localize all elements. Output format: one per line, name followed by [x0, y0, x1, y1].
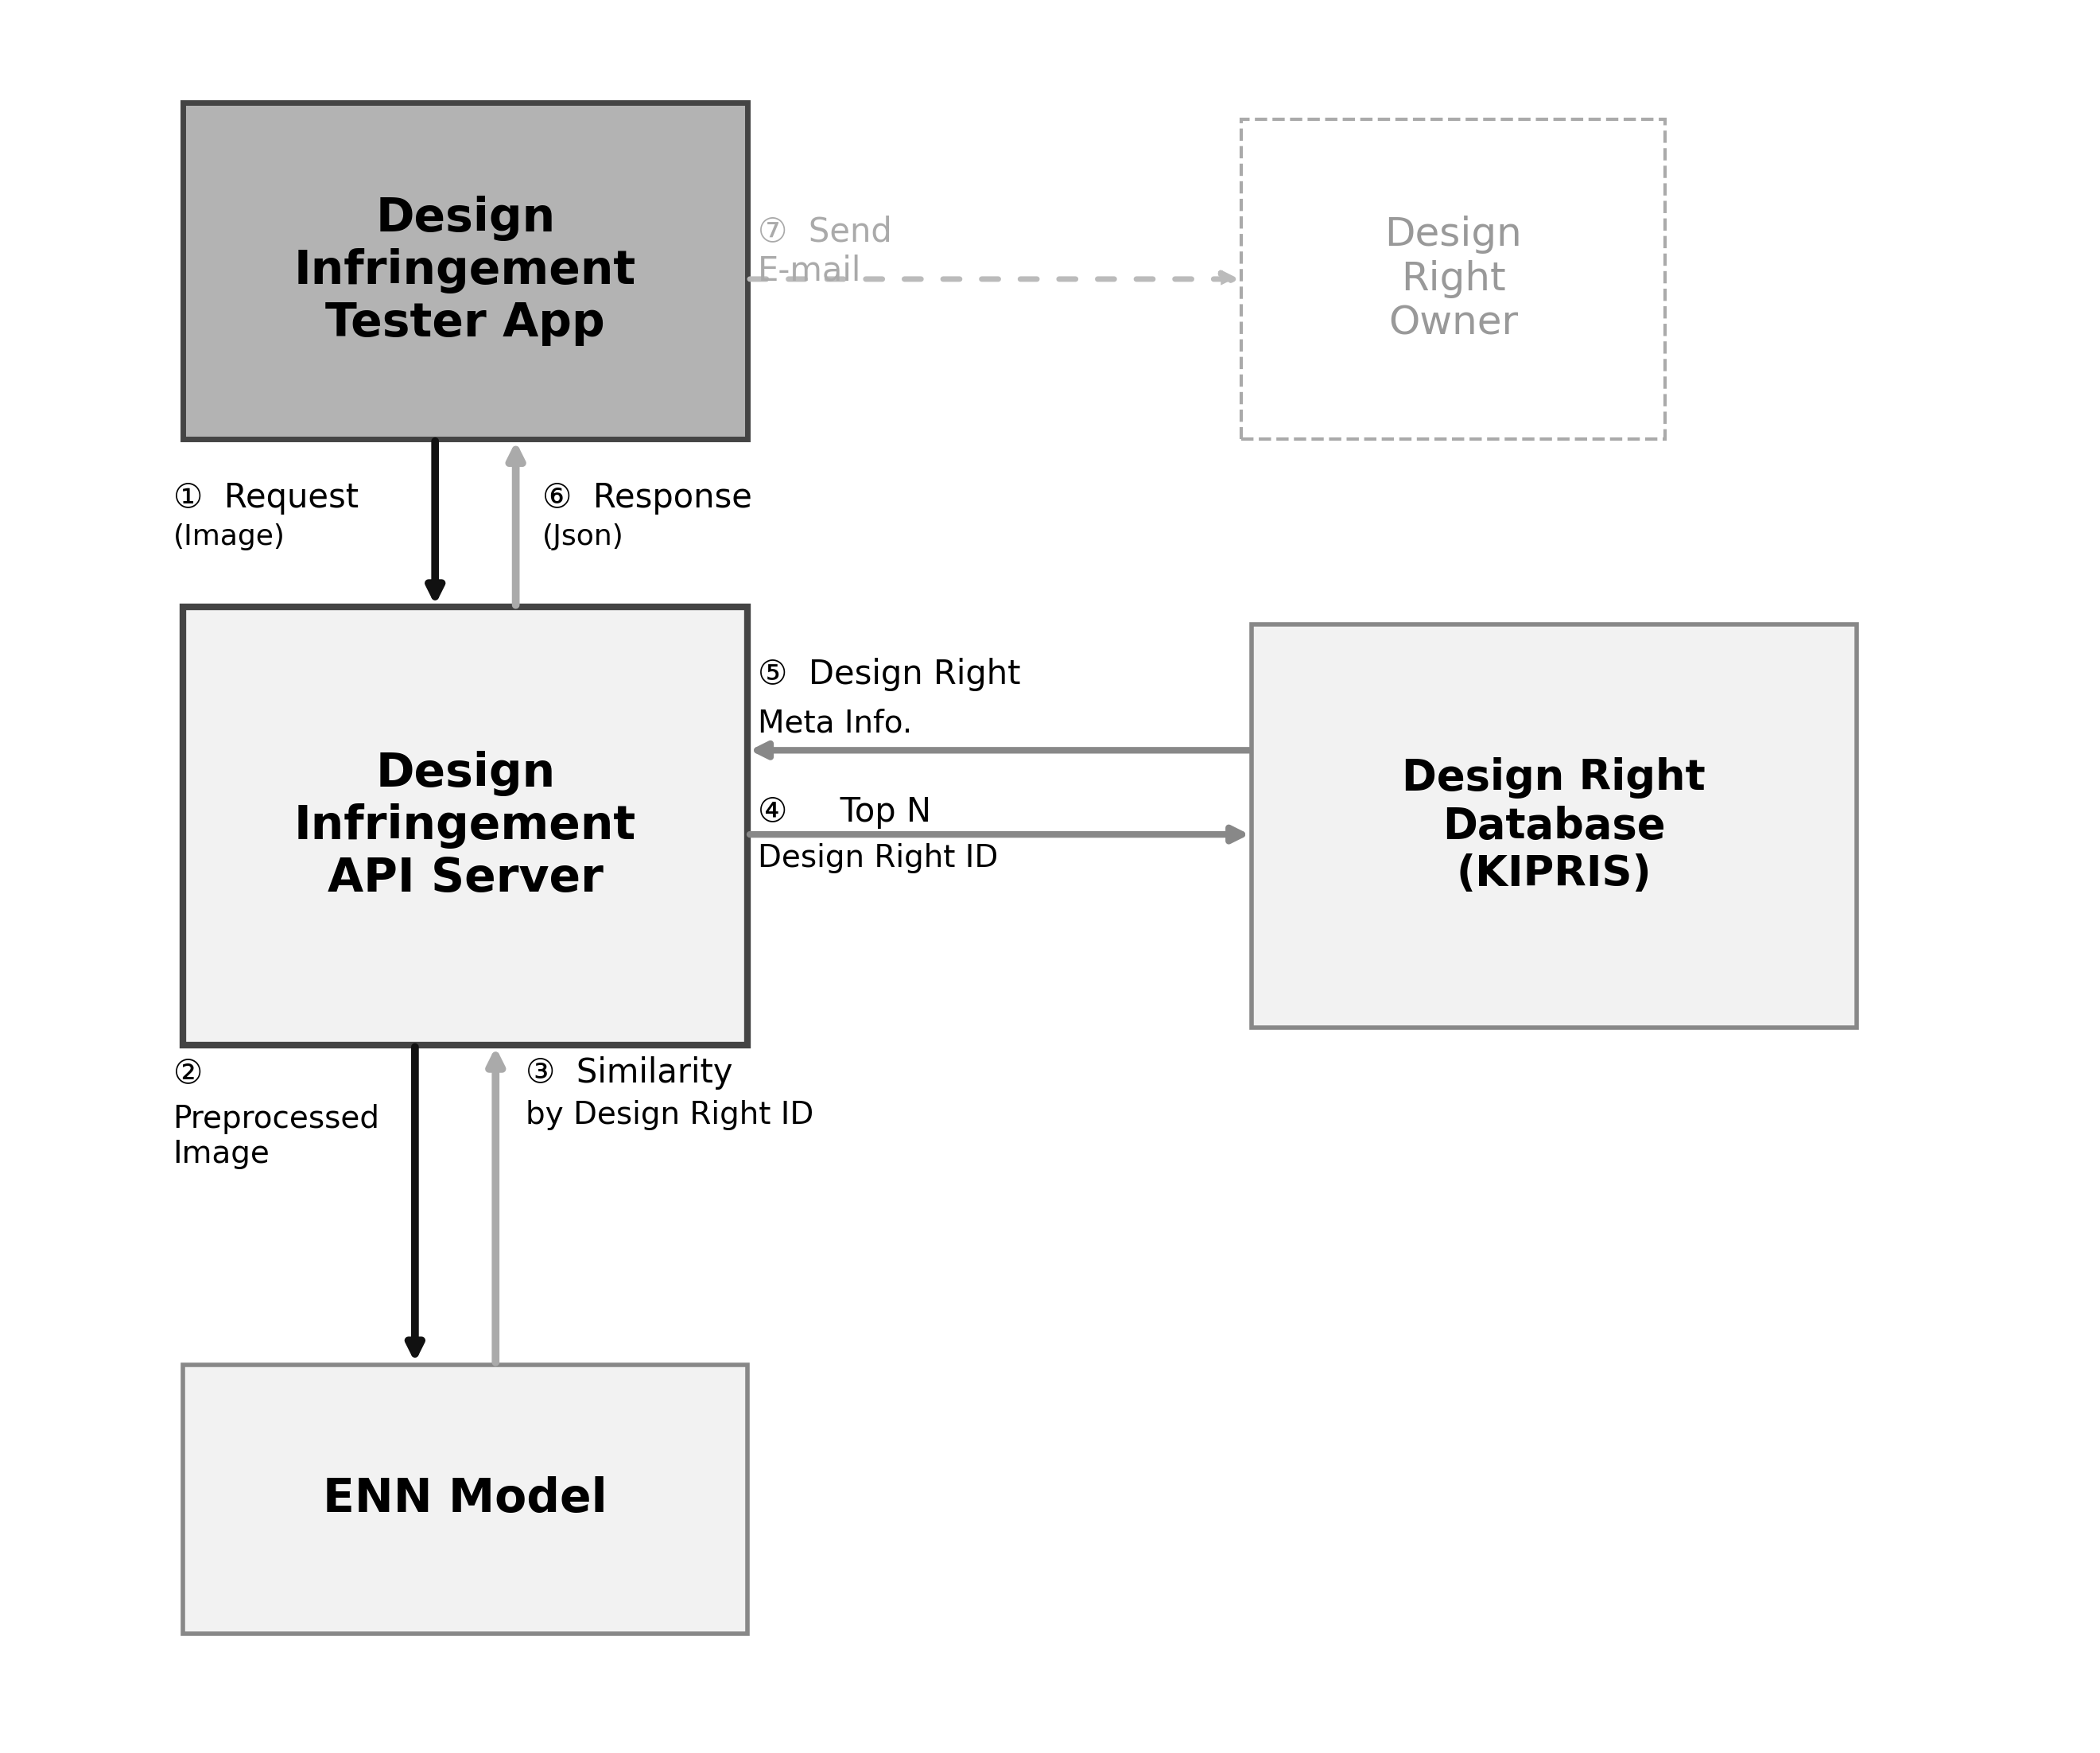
Text: (Json): (Json)	[542, 522, 624, 550]
Text: Preprocessed
Image: Preprocessed Image	[172, 1104, 380, 1169]
Text: (Image): (Image)	[172, 522, 286, 550]
Text: Design
Right
Owner: Design Right Owner	[1384, 216, 1522, 342]
FancyBboxPatch shape	[183, 607, 748, 1045]
Text: ⑦  Send
E-mail: ⑦ Send E-mail	[758, 216, 892, 287]
Text: ③  Similarity: ③ Similarity	[525, 1057, 733, 1090]
FancyBboxPatch shape	[1241, 119, 1665, 438]
Text: Design Right
Database
(KIPRIS): Design Right Database (KIPRIS)	[1403, 757, 1705, 894]
Text: Design
Infringement
Tester App: Design Infringement Tester App	[294, 196, 636, 345]
FancyBboxPatch shape	[183, 102, 748, 438]
Text: Design
Infringement
API Server: Design Infringement API Server	[294, 750, 636, 901]
Text: ②: ②	[172, 1057, 204, 1090]
Text: ⑥  Response: ⑥ Response	[542, 480, 752, 514]
Text: Meta Info.: Meta Info.	[758, 708, 911, 738]
Text: ENN Model: ENN Model	[323, 1476, 607, 1522]
FancyBboxPatch shape	[1252, 624, 1856, 1027]
FancyBboxPatch shape	[183, 1364, 748, 1634]
Text: ④     Top N: ④ Top N	[758, 796, 930, 829]
Text: ⑤  Design Right: ⑤ Design Right	[758, 657, 1021, 691]
Text: ①  Request: ① Request	[172, 480, 359, 514]
Text: by Design Right ID: by Design Right ID	[525, 1101, 815, 1131]
Text: Design Right ID: Design Right ID	[758, 843, 997, 873]
